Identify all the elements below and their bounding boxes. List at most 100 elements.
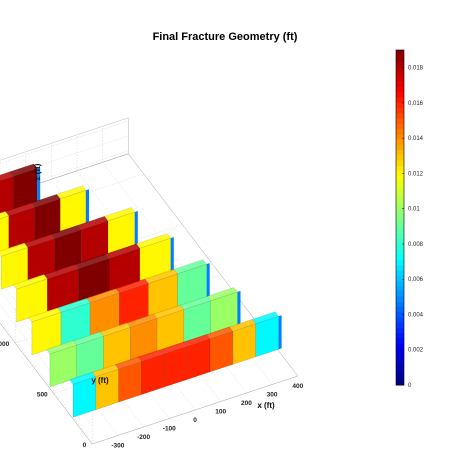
colorbar-band	[396, 112, 404, 119]
colorbar-band	[396, 159, 404, 166]
fracture-top	[56, 185, 87, 199]
colorbar-band	[396, 301, 404, 307]
fracture-edge	[237, 290, 241, 325]
y-tick-label: 500	[37, 392, 48, 399]
colorbar-band	[396, 264, 404, 271]
colorbar-band	[396, 60, 404, 67]
colorbar-band	[396, 374, 404, 381]
colorbar-band	[396, 76, 404, 82]
colorbar-band	[396, 70, 404, 77]
fracture-top	[206, 287, 238, 301]
colorbar-band	[396, 379, 404, 386]
colorbar-band	[396, 327, 404, 334]
colorbar-tick-label: 0.012	[408, 171, 424, 177]
colorbar-band	[396, 322, 404, 328]
colorbar-tick-label: 0.01	[408, 207, 420, 213]
x-axis-label: x (ft)	[257, 401, 275, 410]
grid-line-y	[92, 375, 298, 445]
colorbar-tick-label: 0.004	[408, 312, 424, 318]
z-axis-label: z (ft)	[33, 163, 42, 180]
fracture-top	[173, 259, 207, 274]
colorbar-band	[396, 81, 404, 88]
colorbar-band	[396, 102, 404, 109]
colorbar: 0 0.002 0.004 0.006 0.008 0.01 0.012 0.014 0.016…	[395, 49, 424, 389]
colorbar-band	[396, 118, 404, 124]
colorbar-band	[396, 259, 404, 266]
x-tick-label: 0	[193, 417, 197, 424]
colorbar-band	[396, 332, 404, 339]
colorbar-band	[396, 243, 404, 250]
colorbar-tick-label: 0.014	[408, 136, 424, 142]
colorbar-tick-label: 0.016	[408, 101, 424, 107]
fracture-top	[104, 207, 136, 222]
colorbar-band	[396, 353, 404, 360]
axis-ticks: -400-300-200-100010020030040005001000150…	[0, 341, 304, 450]
fracture-edge	[206, 263, 210, 298]
colorbar-band	[396, 55, 404, 61]
colorbar-band	[396, 358, 404, 365]
colorbar-band	[396, 123, 404, 130]
colorbar-band	[396, 65, 404, 72]
x-tick-label: -200	[137, 434, 150, 441]
colorbar-band	[396, 212, 404, 218]
colorbar-band	[396, 133, 404, 140]
colorbar-frame	[395, 49, 405, 386]
colorbar-band	[396, 149, 404, 156]
colorbar-band	[396, 285, 404, 292]
colorbar-band	[396, 369, 404, 376]
colorbar-band	[396, 207, 404, 213]
fracture-panels	[0, 163, 282, 418]
fracture-edge	[37, 167, 41, 202]
colorbar-band	[396, 170, 404, 177]
colorbar-band	[396, 128, 404, 135]
colorbar-band	[396, 337, 404, 344]
x-tick-label: -300	[111, 443, 124, 450]
fracture-edge	[134, 211, 138, 245]
colorbar-band	[396, 290, 404, 297]
x-tick-label: 200	[241, 400, 252, 407]
y-axis-label: y (ft)	[91, 376, 109, 385]
fracture-edge	[170, 237, 174, 272]
colorbar-band	[396, 311, 404, 318]
x-tick-label: -100	[163, 426, 176, 433]
colorbar-band	[396, 316, 404, 323]
colorbar-band	[396, 248, 404, 255]
x-tick-label: 100	[215, 409, 226, 416]
colorbar-band	[396, 175, 404, 182]
x-tick-label: 400	[292, 383, 303, 390]
colorbar-band	[396, 254, 404, 260]
colorbar-band	[396, 196, 404, 203]
colorbar-band	[396, 280, 404, 287]
colorbar-band	[396, 97, 404, 103]
colorbar-band	[396, 227, 404, 234]
colorbar-band	[396, 269, 404, 276]
colorbar-tick-label: 0.008	[408, 242, 424, 248]
colorbar-band	[396, 217, 404, 224]
fracture-edge	[278, 315, 282, 350]
colorbar-band	[396, 107, 404, 114]
colorbar-band	[396, 343, 404, 349]
colorbar-band	[396, 180, 404, 187]
colorbar-band	[396, 222, 404, 229]
colorbar-band	[396, 165, 404, 171]
colorbar-band	[396, 50, 404, 56]
colorbar-tick-label: 0	[408, 383, 412, 389]
colorbar-band	[396, 306, 404, 313]
colorbar-band	[396, 233, 404, 239]
colorbar-band	[396, 138, 404, 145]
colorbar-band	[396, 191, 404, 198]
colorbar-band	[396, 275, 404, 281]
fracture-edge	[85, 189, 89, 224]
colorbar-band	[396, 91, 404, 98]
colorbar-band	[396, 201, 404, 208]
colorbar-band	[396, 364, 404, 370]
colorbar-band	[396, 186, 404, 192]
grid-line-zx	[0, 120, 129, 164]
fracture-top	[251, 311, 279, 324]
colorbar-tick-label: 0.006	[408, 277, 424, 283]
colorbar-band	[396, 144, 404, 150]
y-tick-label: 0	[83, 442, 87, 449]
chart-title: Final Fracture Geometry (ft)	[153, 31, 298, 43]
